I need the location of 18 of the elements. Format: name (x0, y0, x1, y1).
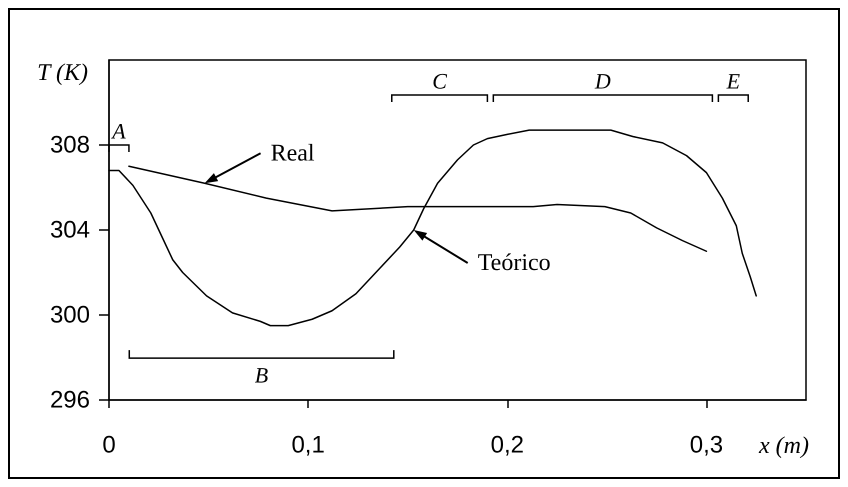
x-tick-label: 0,2 (490, 432, 524, 458)
annotation: A (110, 118, 126, 144)
x-tick-label: 0,1 (291, 432, 325, 458)
x-axis-title: x (m) (758, 433, 810, 459)
y-axis-title: T (K) (37, 60, 88, 86)
y-tick-label: 296 (50, 386, 90, 414)
y-tick-label: 304 (50, 216, 90, 244)
y-tick-label: 300 (50, 302, 90, 328)
annotation: D (594, 68, 611, 94)
x-tick-label: 0 (102, 432, 116, 458)
x-tick-label: 0,3 (690, 432, 724, 458)
annotation: Real (270, 140, 315, 166)
annotation: C (432, 68, 448, 94)
annotation: B (254, 362, 268, 388)
annotation: Teórico (478, 250, 551, 276)
annotation: E (726, 68, 741, 94)
line-series (128, 166, 708, 252)
y-tick-label: 308 (50, 132, 90, 158)
